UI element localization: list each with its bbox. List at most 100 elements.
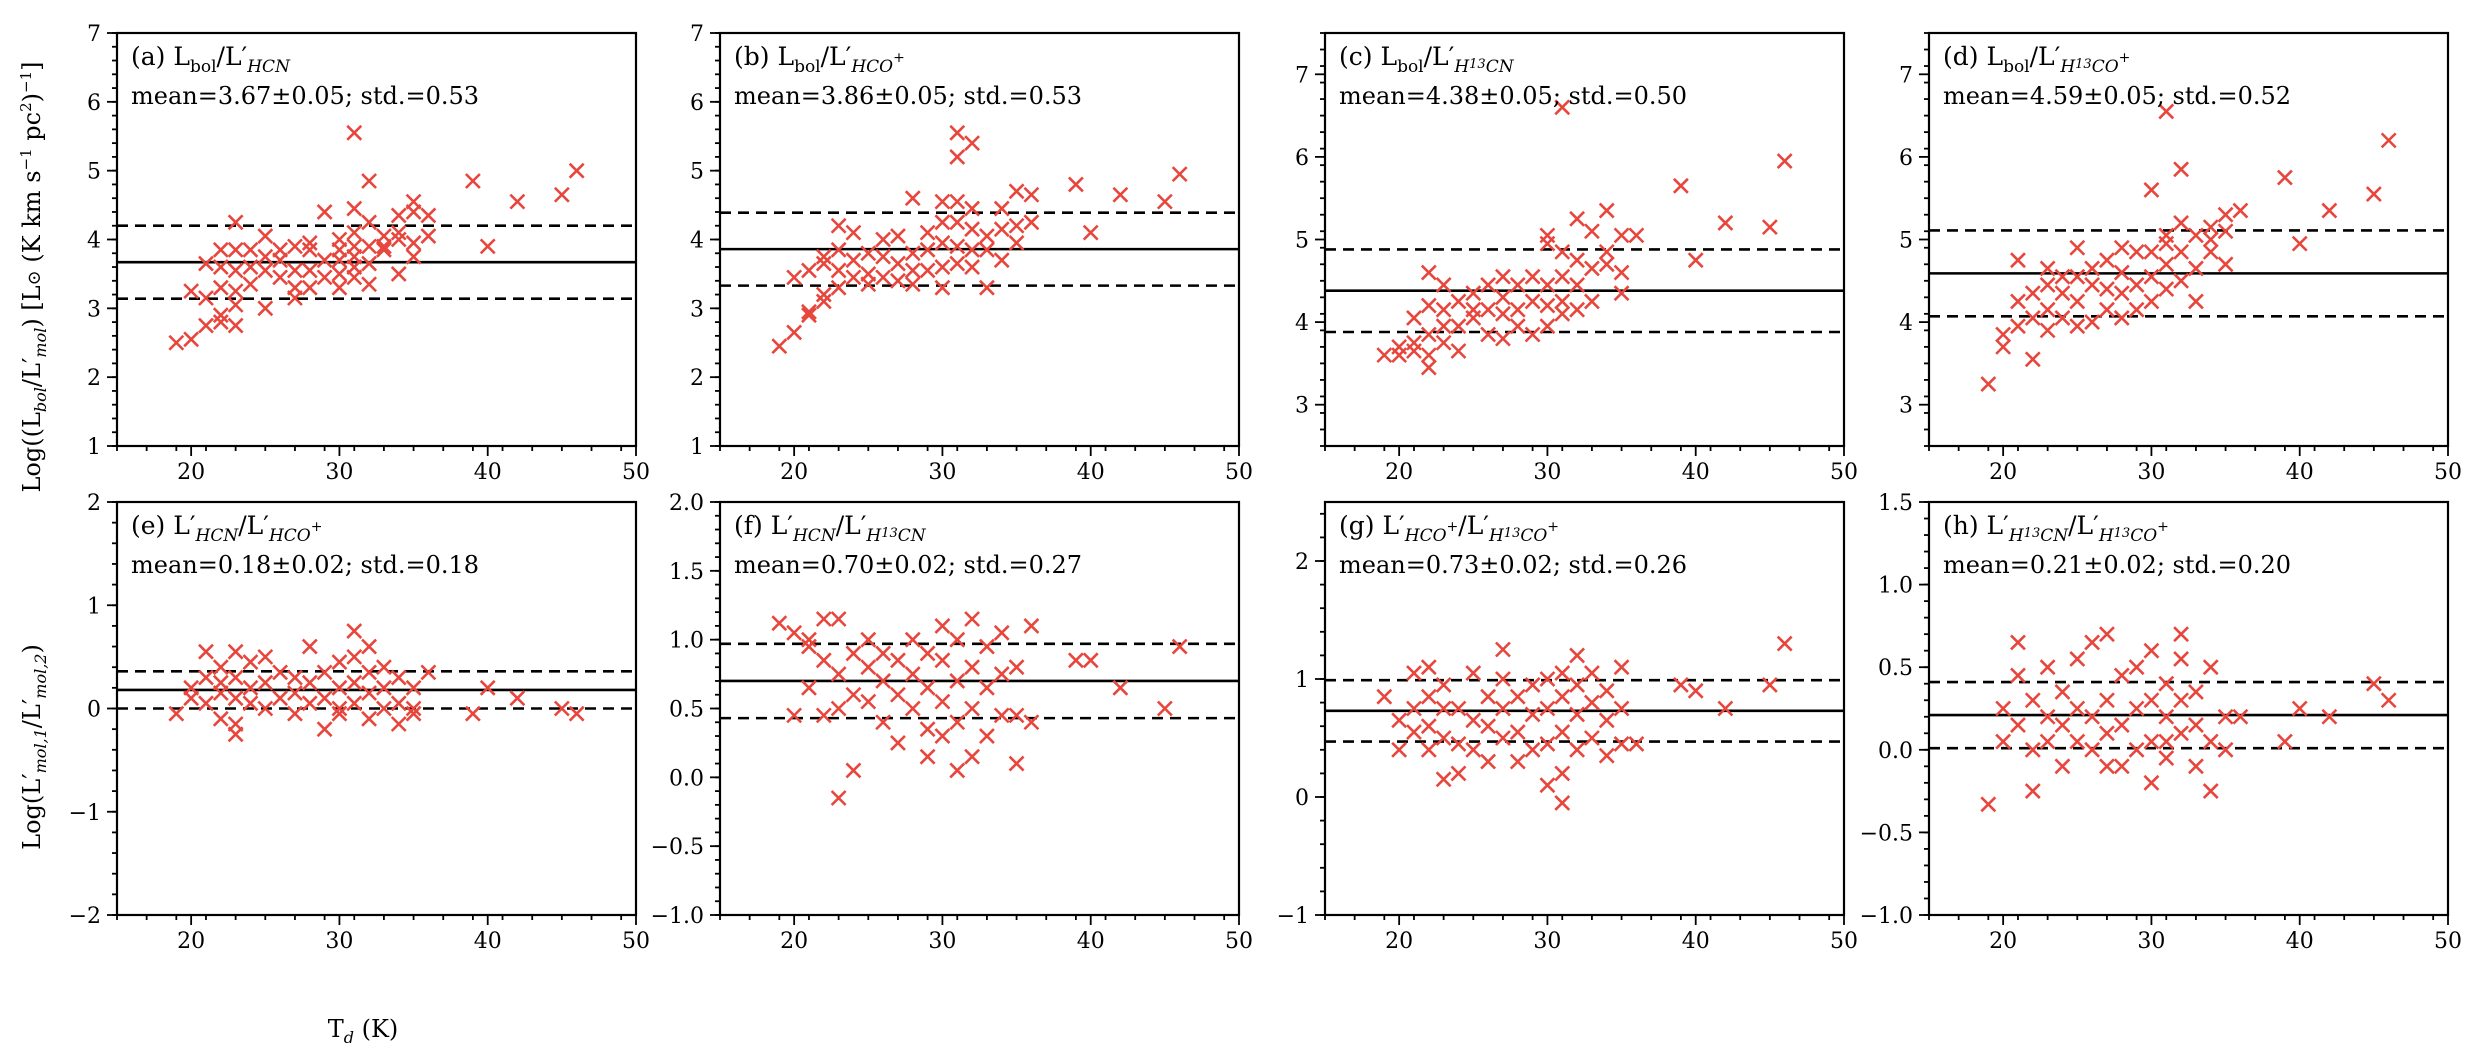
data-point [964, 700, 981, 717]
data-point [1554, 99, 1571, 116]
data-point [2099, 758, 2115, 775]
data-point [509, 690, 526, 707]
data-point [168, 334, 185, 351]
data-point [331, 705, 348, 722]
data-point [1435, 771, 1452, 788]
data-point [1008, 183, 1025, 200]
data-point [1613, 735, 1630, 752]
data-point [420, 664, 437, 681]
data-point [2039, 659, 2056, 676]
data-point [2128, 741, 2145, 758]
data-point [2084, 708, 2101, 725]
data-point [1391, 712, 1408, 729]
y-tick-label: 7 [1295, 63, 1309, 88]
data-point [301, 235, 318, 251]
data-point [242, 695, 259, 712]
data-point [1082, 652, 1099, 669]
data-point [1583, 694, 1600, 711]
data-point [964, 135, 981, 152]
data-point [568, 705, 585, 722]
data-point [1554, 665, 1571, 682]
y-tick-label: 3 [1295, 394, 1309, 419]
x-tick-label: 20 [1385, 929, 1413, 954]
data-point [919, 679, 936, 696]
data-point [361, 685, 378, 701]
data-point [2158, 256, 2175, 273]
data-point [919, 645, 936, 662]
data-point [331, 265, 348, 282]
data-point [2113, 667, 2130, 684]
data-point [375, 700, 392, 717]
data-point [1539, 700, 1556, 717]
data-point [2113, 264, 2130, 281]
data-point [1495, 305, 1511, 322]
x-tick-label: 50 [1830, 929, 1858, 954]
data-point [464, 705, 481, 722]
data-point [2084, 277, 2101, 293]
data-point [2202, 733, 2219, 750]
data-point [815, 293, 832, 310]
data-point [331, 700, 348, 717]
data-point [316, 721, 333, 738]
x-tick-label: 40 [1077, 460, 1105, 485]
data-point [1717, 215, 1734, 231]
data-point [875, 248, 892, 265]
data-point [2173, 651, 2190, 667]
data-point [1067, 176, 1084, 193]
data-point [1539, 227, 1556, 244]
data-point [316, 269, 333, 286]
data-point [934, 652, 951, 669]
data-point [361, 276, 378, 293]
data-point [1554, 794, 1571, 811]
data-point [1628, 735, 1645, 752]
y-tick-label: 2 [1295, 550, 1309, 575]
y-tick-label: 2.0 [669, 491, 704, 516]
data-point [257, 228, 274, 244]
stats-text: mean=0.21±0.02; std.=0.20 [1943, 551, 2291, 579]
data-point [1406, 700, 1422, 717]
data-point [1569, 277, 1586, 293]
data-point [2143, 268, 2160, 285]
data-point [1495, 330, 1511, 347]
data-point [227, 690, 244, 707]
data-point [934, 279, 951, 296]
data-point [860, 245, 877, 262]
data-point [815, 248, 832, 265]
data-point [934, 193, 951, 210]
data-point [1995, 733, 2012, 750]
data-point [1480, 753, 1497, 770]
data-point [2128, 243, 2145, 260]
data-point [949, 714, 966, 731]
data-point [553, 700, 570, 717]
data-point [2039, 260, 2056, 277]
data-point [479, 679, 496, 696]
data-point [316, 664, 333, 681]
y-tick-label: 0.5 [1878, 656, 1913, 681]
data-point [1539, 297, 1556, 314]
data-point [2128, 659, 2145, 676]
data-point [1539, 777, 1556, 794]
y-tick-label: 1.0 [1878, 574, 1913, 599]
y-tick-label: 0 [1295, 786, 1309, 811]
data-point [1569, 676, 1586, 693]
data-point [830, 241, 847, 258]
data-point [375, 659, 392, 676]
y-tick-label: 6 [87, 91, 101, 116]
data-point [2113, 717, 2130, 733]
data-point [845, 269, 862, 286]
data-point [2010, 717, 2026, 733]
data-point [993, 666, 1010, 683]
panel-e: 20 30 40 50 −2 −1 0 1 2 (e) L′HCN/L′HCO+ mean=0.18… [69, 491, 650, 954]
data-point [2099, 725, 2115, 742]
x-tick-label: 40 [1682, 460, 1710, 485]
data-point [198, 317, 214, 334]
y-tick-label: 2 [87, 491, 101, 516]
y-tick-label: 1 [87, 435, 101, 460]
data-point [316, 204, 333, 220]
data-point [1776, 635, 1793, 652]
data-point [287, 238, 303, 255]
data-point [1376, 347, 1393, 364]
data-point [771, 338, 788, 355]
data-point [2173, 692, 2190, 709]
x-tick-label: 40 [2286, 929, 2314, 954]
